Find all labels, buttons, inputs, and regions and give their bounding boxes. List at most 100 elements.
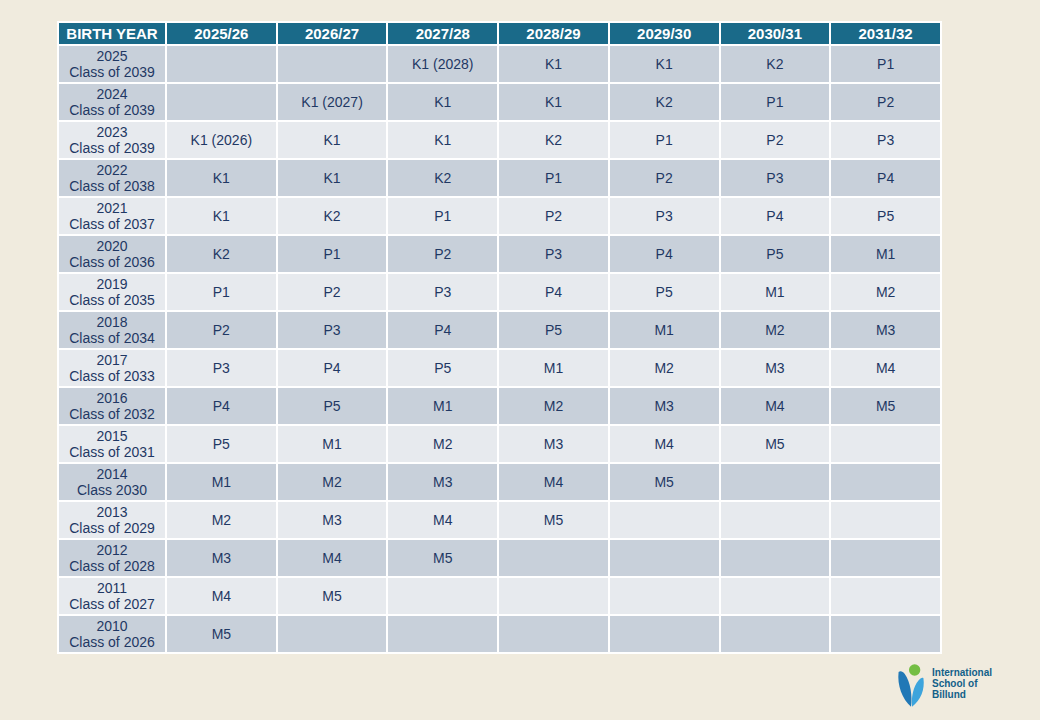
logo-line-2: School of xyxy=(932,678,992,689)
grade-cell: M4 xyxy=(278,540,387,576)
grade-cell: K1 xyxy=(388,84,497,120)
grade-cell: P1 xyxy=(831,46,940,82)
grade-cell: M2 xyxy=(388,426,497,462)
grade-cell: K1 (2027) xyxy=(278,84,387,120)
grade-cell: P2 xyxy=(278,274,387,310)
birth-year-cell: 2014Class 2030 xyxy=(59,464,165,500)
grade-cell: K1 xyxy=(167,160,276,196)
grade-cell: P4 xyxy=(167,388,276,424)
grade-cell: M4 xyxy=(721,388,830,424)
grade-cell: P5 xyxy=(278,388,387,424)
logo-green-dot xyxy=(909,664,920,675)
grade-cell: K2 xyxy=(721,46,830,82)
table-header-row: BIRTH YEAR 2025/262026/272027/282028/292… xyxy=(59,23,940,44)
class-of-label: Class of 2039 xyxy=(59,102,165,118)
grade-cell: M1 xyxy=(721,274,830,310)
grade-cell xyxy=(610,578,719,614)
birth-year-cell: 2016Class of 2032 xyxy=(59,388,165,424)
grade-cell: P4 xyxy=(278,350,387,386)
class-of-label: Class of 2037 xyxy=(59,216,165,232)
grade-cell: M2 xyxy=(167,502,276,538)
birth-year-cell: 2010Class of 2026 xyxy=(59,616,165,652)
grade-cell: P3 xyxy=(610,198,719,234)
class-of-label: Class of 2038 xyxy=(59,178,165,194)
grade-cell xyxy=(721,616,830,652)
grade-cell xyxy=(167,84,276,120)
school-name: International School of Billund xyxy=(932,663,992,700)
grade-cell: K1 xyxy=(167,198,276,234)
year-column-header: 2031/32 xyxy=(831,23,940,44)
table-row: 2013Class of 2029M2M3M4M5 xyxy=(59,502,940,538)
grade-cell: K2 xyxy=(388,160,497,196)
birth-year-value: 2025 xyxy=(59,48,165,64)
birth-year-cell: 2021Class of 2037 xyxy=(59,198,165,234)
grade-cell: P4 xyxy=(831,160,940,196)
class-of-label: Class of 2034 xyxy=(59,330,165,346)
table-body: 2025Class of 2039K1 (2028)K1K1K2P12024Cl… xyxy=(59,46,940,652)
table-row: 2023Class of 2039K1 (2026)K1K1K2P1P2P3 xyxy=(59,122,940,158)
grade-cell xyxy=(721,502,830,538)
grade-cell: K2 xyxy=(499,122,608,158)
grade-cell: M5 xyxy=(499,502,608,538)
grade-cell xyxy=(831,578,940,614)
grade-cell: M1 xyxy=(831,236,940,272)
grade-cell xyxy=(278,616,387,652)
grade-cell xyxy=(831,540,940,576)
grade-cell: P2 xyxy=(167,312,276,348)
grade-cell: K1 xyxy=(499,46,608,82)
grade-cell xyxy=(831,616,940,652)
grade-cell: P5 xyxy=(831,198,940,234)
logo-left-petal-shape xyxy=(898,671,911,707)
grade-cell: M2 xyxy=(610,350,719,386)
birth-year-cell: 2015Class of 2031 xyxy=(59,426,165,462)
year-column-header: 2027/28 xyxy=(388,23,497,44)
table-row: 2017Class of 2033P3P4P5M1M2M3M4 xyxy=(59,350,940,386)
year-column-header: 2030/31 xyxy=(721,23,830,44)
table-row: 2012Class of 2028M3M4M5 xyxy=(59,540,940,576)
grade-cell: M4 xyxy=(167,578,276,614)
birth-year-cell: 2012Class of 2028 xyxy=(59,540,165,576)
slide-canvas: BIRTH YEAR 2025/262026/272027/282028/292… xyxy=(0,0,1040,720)
birth-year-value: 2015 xyxy=(59,428,165,444)
class-of-label: Class of 2026 xyxy=(59,634,165,650)
grade-cell: M5 xyxy=(167,616,276,652)
grade-cell: M5 xyxy=(388,540,497,576)
grade-cell: P3 xyxy=(388,274,497,310)
birth-year-cell: 2022Class of 2038 xyxy=(59,160,165,196)
logo-right-petal-shape xyxy=(912,678,924,707)
grade-cell xyxy=(499,616,608,652)
birth-year-value: 2012 xyxy=(59,542,165,558)
grade-cell xyxy=(610,616,719,652)
grade-cell xyxy=(499,578,608,614)
birth-year-header: BIRTH YEAR xyxy=(59,23,165,44)
grade-cell xyxy=(278,46,387,82)
grade-cell: P1 xyxy=(388,198,497,234)
class-of-label: Class of 2035 xyxy=(59,292,165,308)
grade-cell: K1 (2028) xyxy=(388,46,497,82)
class-of-label: Class of 2036 xyxy=(59,254,165,270)
grade-cell: P1 xyxy=(721,84,830,120)
grade-cell: M4 xyxy=(831,350,940,386)
school-logo: International School of Billund xyxy=(896,663,992,710)
birth-year-cell: 2019Class of 2035 xyxy=(59,274,165,310)
class-of-label: Class of 2032 xyxy=(59,406,165,422)
grade-cell: K1 xyxy=(278,160,387,196)
table-row: 2014Class 2030M1M2M3M4M5 xyxy=(59,464,940,500)
birth-year-cell: 2024Class of 2039 xyxy=(59,84,165,120)
grade-cell: M3 xyxy=(388,464,497,500)
grade-cell: K1 xyxy=(278,122,387,158)
birth-year-value: 2020 xyxy=(59,238,165,254)
grade-cell xyxy=(610,540,719,576)
class-of-label: Class 2030 xyxy=(59,482,165,498)
grade-cell: M2 xyxy=(721,312,830,348)
grade-cell: M3 xyxy=(167,540,276,576)
table-row: 2025Class of 2039K1 (2028)K1K1K2P1 xyxy=(59,46,940,82)
birth-year-value: 2013 xyxy=(59,504,165,520)
year-column-header: 2029/30 xyxy=(610,23,719,44)
grade-cell: K2 xyxy=(610,84,719,120)
grade-cell: M4 xyxy=(388,502,497,538)
grade-cell: M3 xyxy=(278,502,387,538)
table-row: 2022Class of 2038K1K1K2P1P2P3P4 xyxy=(59,160,940,196)
grade-cell: M3 xyxy=(831,312,940,348)
birth-year-value: 2019 xyxy=(59,276,165,292)
